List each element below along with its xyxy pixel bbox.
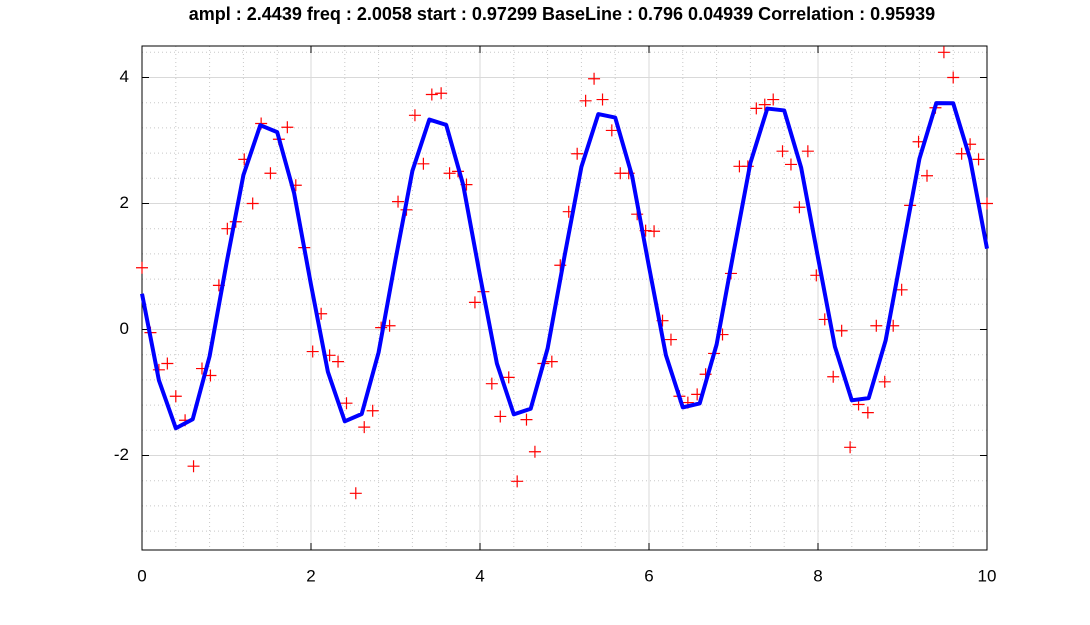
scatter-point <box>392 195 405 208</box>
scatter-point <box>758 98 771 111</box>
scatter-point <box>281 121 294 134</box>
y-tick-label: 0 <box>120 319 129 338</box>
scatter-point <box>417 157 430 170</box>
scatter-point <box>955 147 968 160</box>
scatter-point <box>648 225 661 238</box>
scatter-point <box>588 72 601 85</box>
scatter-point <box>870 319 883 332</box>
scatter-point <box>169 390 182 403</box>
scatter-point <box>895 283 908 296</box>
scatter-point <box>264 167 277 180</box>
scatter-point <box>332 355 345 368</box>
scatter-point <box>502 371 515 384</box>
scatter-point <box>981 197 993 210</box>
scatter-point <box>827 370 840 383</box>
scatter-point <box>545 355 558 368</box>
scatter-point <box>844 441 857 454</box>
scatter-point <box>468 296 481 309</box>
scatter-point <box>767 93 780 106</box>
scatter-point <box>136 261 148 274</box>
scatter-point <box>408 109 421 122</box>
scatter-point <box>861 406 874 419</box>
scatter-point <box>383 319 396 332</box>
scatter-point <box>443 167 456 180</box>
scatter-point <box>340 397 353 410</box>
scatter-point <box>246 197 259 210</box>
scatter-point <box>571 147 584 160</box>
chart-title: ampl : 2.4439 freq : 2.0058 start : 0.97… <box>189 4 935 24</box>
scatter-point <box>776 145 789 158</box>
scatter-point <box>358 421 371 434</box>
scatter-point <box>187 460 200 473</box>
scatter-point <box>161 357 174 370</box>
fit-line <box>140 101 989 431</box>
scatter-point <box>596 93 609 106</box>
scatter-point <box>664 333 677 346</box>
scatter-point <box>579 94 592 107</box>
scatter-point <box>784 158 797 171</box>
scatter-point <box>366 404 379 417</box>
scatter-point <box>878 375 891 388</box>
x-tick-label: 6 <box>644 566 653 585</box>
scatter-point <box>485 377 498 390</box>
x-tick-label: 2 <box>306 566 315 585</box>
scatter-point <box>494 410 507 423</box>
scatter-point <box>435 87 448 100</box>
x-tick-label: 10 <box>978 566 997 585</box>
scatter-point <box>306 345 319 358</box>
scatter-point <box>801 145 814 158</box>
scatter-point <box>750 102 763 115</box>
scatter-point <box>605 124 618 137</box>
scatter-point <box>921 169 934 182</box>
scatter-point <box>835 324 848 337</box>
x-tick-label: 0 <box>137 566 146 585</box>
scatter-point <box>349 487 362 500</box>
scatter-point <box>947 71 960 84</box>
scatter-point <box>972 153 985 166</box>
y-tick-label: 2 <box>120 193 129 212</box>
scatter-point <box>793 201 806 214</box>
scatter-point <box>511 475 524 488</box>
x-tick-label: 8 <box>813 566 822 585</box>
scatter-point <box>528 445 541 458</box>
y-tick-label: -2 <box>114 445 129 464</box>
scatter-point <box>937 46 950 59</box>
x-tick-label: 4 <box>475 566 484 585</box>
scatter-point <box>425 88 438 101</box>
scatter-point <box>520 413 533 426</box>
y-tick-label: 4 <box>120 67 129 86</box>
